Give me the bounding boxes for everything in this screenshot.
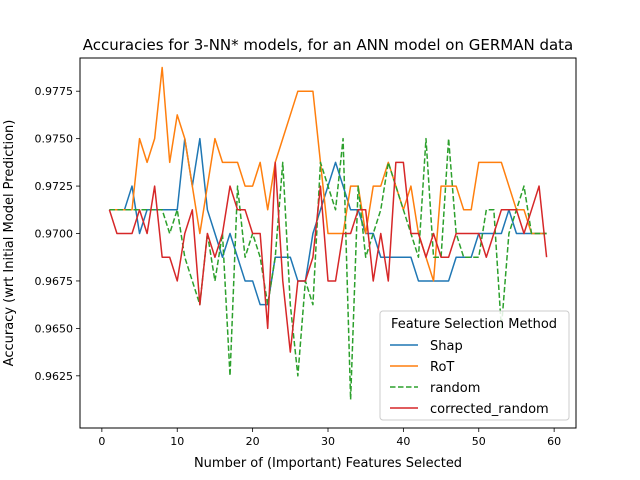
y-tick-label: 0.9725	[35, 180, 74, 193]
y-tick-label: 0.9775	[35, 85, 74, 98]
chart-title: Accuracies for 3-NN* models, for an ANN …	[83, 36, 573, 54]
series-line-RoT	[109, 66, 547, 282]
series-line-random	[109, 137, 547, 401]
x-tick-label: 20	[246, 435, 260, 448]
x-tick-label: 60	[547, 435, 561, 448]
x-tick-label: 40	[396, 435, 410, 448]
y-axis: 0.9625 0.9650 0.9675 0.9700 0.9725 0.9750 0.97…	[35, 85, 80, 383]
series-layer	[108, 66, 548, 401]
legend: Feature Selection Method Shap RoT random co…	[379, 310, 570, 421]
x-axis-label: Number of (Important) Features Selected	[194, 456, 462, 471]
legend-label-corrected-random: corrected_random	[430, 402, 549, 417]
y-tick-label: 0.9675	[35, 275, 74, 288]
x-axis: 0 10 20 30 40 50 60	[98, 428, 561, 448]
x-tick-label: 10	[170, 435, 184, 448]
x-tick-label: 30	[321, 435, 335, 448]
legend-label-RoT: RoT	[430, 360, 454, 375]
y-axis-label: Accuracy (wrt Initial Model Prediction)	[2, 120, 17, 367]
legend-box	[379, 310, 570, 421]
legend-label-random: random	[430, 381, 480, 396]
y-tick-label: 0.9625	[35, 370, 74, 383]
x-tick-label: 50	[472, 435, 486, 448]
y-tick-label: 0.9650	[35, 322, 74, 335]
legend-label-Shap: Shap	[430, 339, 463, 354]
legend-title: Feature Selection Method	[391, 317, 557, 332]
y-tick-label: 0.9750	[35, 133, 74, 146]
series-line-corrected-random	[108, 161, 548, 353]
x-tick-label: 0	[98, 435, 105, 448]
y-tick-label: 0.9700	[35, 228, 74, 241]
